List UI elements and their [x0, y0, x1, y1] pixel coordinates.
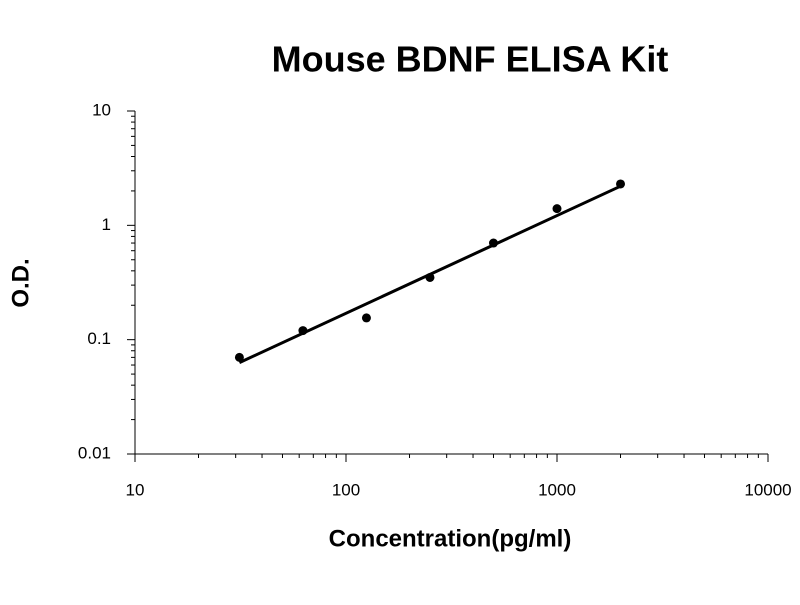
data-point — [298, 326, 308, 336]
chart-title: Mouse BDNF ELISA Kit — [272, 39, 669, 80]
y-axis-label: O.D. — [7, 258, 34, 307]
x-axis-label: Concentration(pg/ml) — [329, 525, 572, 552]
x-tick-label: 10 — [126, 480, 145, 499]
data-point — [552, 204, 562, 214]
data-point — [361, 313, 371, 323]
data-point — [488, 238, 498, 248]
y-tick-label: 1 — [102, 215, 111, 234]
x-tick-label: 100 — [332, 480, 360, 499]
y-tick-label: 10 — [92, 100, 111, 119]
y-tick-label: 0.1 — [87, 329, 111, 348]
x-tick-label: 1000 — [538, 480, 576, 499]
data-point — [425, 272, 435, 282]
data-point — [234, 352, 244, 362]
y-tick-label: 0.01 — [78, 443, 111, 462]
data-point — [616, 179, 626, 189]
x-tick-label: 10000 — [744, 480, 791, 499]
